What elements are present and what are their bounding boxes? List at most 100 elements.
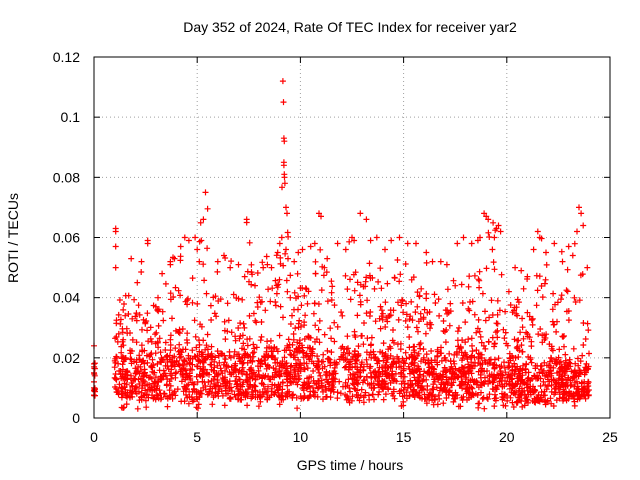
x-axis-label: GPS time / hours bbox=[297, 457, 404, 473]
data-point bbox=[413, 389, 420, 395]
data-point bbox=[294, 405, 301, 412]
data-point bbox=[423, 259, 430, 266]
data-point bbox=[415, 328, 421, 335]
data-point bbox=[566, 390, 573, 397]
data-point bbox=[478, 339, 485, 346]
data-point bbox=[284, 210, 290, 217]
data-point bbox=[578, 210, 585, 217]
data-point bbox=[488, 297, 495, 304]
data-point bbox=[203, 290, 210, 297]
data-point bbox=[412, 390, 419, 397]
data-point bbox=[230, 291, 237, 298]
data-point bbox=[458, 394, 465, 401]
data-point bbox=[139, 347, 146, 354]
data-point bbox=[337, 390, 344, 397]
data-point bbox=[372, 369, 379, 376]
data-point bbox=[474, 379, 481, 386]
data-point bbox=[177, 292, 184, 299]
data-point bbox=[318, 287, 325, 294]
axis-ticks bbox=[93, 56, 611, 419]
data-point bbox=[155, 344, 162, 351]
data-point bbox=[392, 370, 399, 377]
data-point bbox=[418, 358, 424, 365]
data-point bbox=[392, 377, 398, 384]
data-point bbox=[314, 353, 321, 360]
data-point bbox=[321, 331, 328, 338]
data-point bbox=[375, 370, 382, 376]
data-point bbox=[382, 351, 389, 357]
data-point bbox=[184, 330, 191, 337]
data-point bbox=[295, 293, 302, 300]
data-point bbox=[173, 357, 180, 364]
data-point bbox=[477, 371, 484, 378]
data-point bbox=[295, 356, 302, 363]
data-point bbox=[228, 388, 235, 394]
data-point bbox=[280, 99, 287, 106]
data-point bbox=[429, 397, 436, 404]
data-point bbox=[276, 332, 283, 339]
data-point bbox=[402, 261, 409, 267]
data-point bbox=[440, 318, 447, 324]
data-point bbox=[169, 395, 176, 402]
data-point bbox=[136, 381, 143, 387]
data-point bbox=[384, 356, 391, 363]
data-point bbox=[227, 354, 234, 361]
data-point bbox=[191, 385, 198, 392]
data-point bbox=[471, 311, 478, 318]
data-point bbox=[391, 274, 398, 281]
data-point bbox=[209, 353, 216, 360]
data-point bbox=[192, 333, 199, 340]
data-point bbox=[462, 319, 469, 326]
data-point bbox=[491, 234, 498, 241]
data-point bbox=[149, 356, 156, 363]
data-point bbox=[248, 365, 255, 371]
data-point bbox=[512, 354, 519, 361]
data-point bbox=[148, 338, 155, 345]
data-point bbox=[423, 290, 430, 297]
data-point bbox=[348, 397, 355, 404]
data-point bbox=[517, 391, 524, 398]
data-point bbox=[559, 333, 566, 340]
data-point bbox=[334, 395, 341, 402]
data-point bbox=[577, 393, 584, 400]
data-point bbox=[344, 333, 351, 340]
data-point bbox=[287, 321, 294, 327]
data-point bbox=[417, 340, 424, 347]
data-point bbox=[172, 284, 179, 291]
data-point bbox=[197, 219, 204, 226]
data-point bbox=[323, 269, 330, 276]
data-point bbox=[256, 294, 263, 301]
data-point bbox=[331, 319, 338, 326]
data-point bbox=[131, 296, 138, 303]
data-point bbox=[295, 344, 302, 351]
data-point bbox=[379, 377, 386, 384]
data-point bbox=[494, 311, 501, 318]
data-point bbox=[181, 234, 188, 241]
data-point bbox=[167, 336, 174, 343]
data-point bbox=[363, 216, 370, 223]
data-point bbox=[343, 363, 349, 370]
data-point bbox=[144, 310, 151, 317]
data-point bbox=[519, 324, 526, 331]
data-point bbox=[331, 359, 338, 366]
data-point bbox=[266, 376, 273, 383]
data-point bbox=[512, 264, 519, 271]
data-point bbox=[447, 300, 454, 307]
data-point bbox=[264, 261, 271, 268]
data-point bbox=[185, 237, 192, 244]
data-point bbox=[570, 345, 577, 352]
data-point bbox=[244, 342, 251, 349]
data-point bbox=[519, 348, 526, 355]
data-point bbox=[268, 388, 275, 395]
data-point bbox=[201, 277, 208, 284]
data-point bbox=[523, 360, 530, 367]
data-point bbox=[288, 362, 295, 369]
data-point bbox=[467, 367, 474, 374]
data-point bbox=[320, 272, 327, 279]
data-point bbox=[316, 317, 323, 324]
data-point bbox=[342, 383, 349, 390]
data-point bbox=[346, 361, 353, 368]
data-point bbox=[258, 380, 265, 387]
data-point bbox=[340, 352, 347, 359]
data-point bbox=[397, 271, 404, 278]
